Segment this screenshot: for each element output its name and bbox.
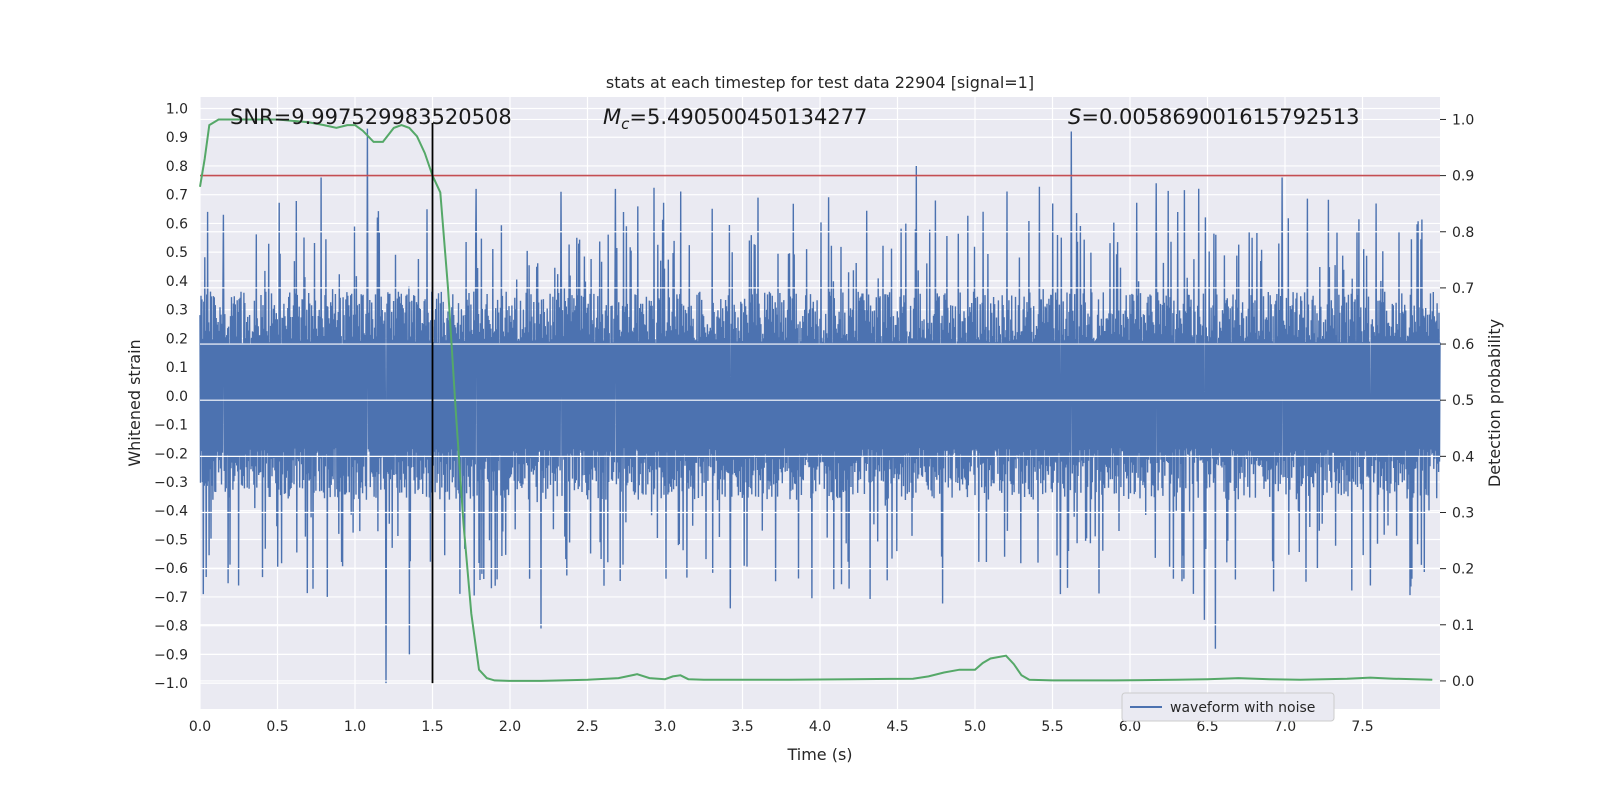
x-tick-label: 4.0 (809, 719, 831, 735)
y-left-tick-label: 0.4 (166, 274, 188, 290)
x-tick-label: 0.5 (266, 719, 288, 735)
y-left-tick-label: −0.4 (154, 504, 188, 520)
s-annotation: S=0.005869001615792513 (1068, 105, 1359, 129)
overlay-lines (199, 118, 1440, 684)
y-left-tick-label: −0.5 (154, 532, 188, 548)
x-tick-label: 0.0 (189, 719, 211, 735)
y-left-tick-label: 0.1 (166, 360, 188, 376)
y-right-tick-label: 0.8 (1452, 225, 1474, 241)
s-symbol: S (1068, 105, 1081, 129)
x-tick-label: 4.5 (886, 719, 908, 735)
y-left-tick-label: 0.2 (166, 331, 188, 347)
y-right-tick-label: 0.7 (1452, 281, 1474, 297)
y-left-tick-label: −0.7 (154, 590, 188, 606)
axes: 0.0 0.5 1.0 1.5 2.0 2.5 3.0 3.5 4.0 4.5 5.0 5.5 6.0 6… (154, 101, 1474, 735)
y-axis-left-label: Whitened strain (125, 339, 144, 466)
y-right-tick-label: 1.0 (1452, 112, 1474, 128)
x-tick-label: 3.0 (654, 719, 676, 735)
y-right-tick-label: 0.0 (1452, 674, 1474, 690)
y-right-tick-label: 0.9 (1452, 169, 1474, 185)
y-axis-right-label: Detection probability (1485, 319, 1504, 487)
y-left-tick-label: 0.7 (166, 188, 188, 204)
y-left-tick-label: 0.8 (166, 159, 188, 175)
y-right-tick-label: 0.5 (1452, 393, 1474, 409)
legend-label-waveform: waveform with noise (1170, 700, 1315, 716)
y-right-tick-label: 0.4 (1452, 449, 1474, 465)
y-left-tick-label: 0.0 (166, 389, 188, 405)
y-left-tick-label: −0.2 (154, 446, 188, 462)
y-left-tick-label: −0.3 (154, 475, 188, 491)
y-left-tick-label: 0.9 (166, 130, 188, 146)
detection-probability-line (199, 118, 1433, 682)
legend: waveform with noise (1121, 692, 1335, 722)
y-left-tick-label: −0.9 (154, 647, 188, 663)
y-right-tick-label: 0.1 (1452, 618, 1474, 634)
x-tick-label: 5.0 (964, 719, 986, 735)
chirp-mass-symbol: M (603, 105, 621, 129)
y-left-tick-label: 0.6 (166, 216, 188, 232)
s-value: =0.005869001615792513 (1081, 105, 1359, 129)
y-left-tick-label: −0.8 (154, 619, 188, 635)
x-axis-label: Time (s) (786, 745, 852, 764)
y-left-tick-label: −0.6 (154, 561, 188, 577)
x-tick-label: 1.5 (421, 719, 443, 735)
chirp-mass-value: =5.490500450134277 (629, 105, 867, 129)
x-tick-label: 7.0 (1274, 719, 1296, 735)
snr-annotation: SNR=9.997529983520508 (230, 105, 512, 129)
waveform-with-noise-line (199, 128, 1441, 684)
chirp-mass-annotation: Mc=5.490500450134277 (603, 105, 867, 133)
y-right-tick-label: 0.6 (1452, 337, 1474, 353)
chirp-mass-subscript: c (621, 115, 630, 133)
y-left-tick-label: −1.0 (154, 676, 188, 692)
chart-title: stats at each timestep for test data 229… (606, 73, 1034, 92)
y-left-tick-label: −0.1 (154, 418, 188, 434)
x-tick-label: 2.0 (499, 719, 521, 735)
x-tick-label: 6.5 (1196, 719, 1218, 735)
x-tick-label: 5.5 (1041, 719, 1063, 735)
x-tick-label: 7.5 (1351, 719, 1373, 735)
x-tick-label: 3.5 (731, 719, 753, 735)
x-tick-label: 1.0 (344, 719, 366, 735)
y-left-tick-label: 0.5 (166, 245, 188, 261)
y-left-tick-label: 0.3 (166, 303, 188, 319)
x-tick-label: 6.0 (1119, 719, 1141, 735)
x-tick-label: 2.5 (576, 719, 598, 735)
y-right-tick-label: 0.3 (1452, 505, 1474, 521)
waveform-with-noise-series (199, 128, 1441, 684)
legend-box (1121, 692, 1335, 722)
y-right-tick-label: 0.2 (1452, 562, 1474, 578)
y-left-tick-label: 1.0 (166, 101, 188, 117)
